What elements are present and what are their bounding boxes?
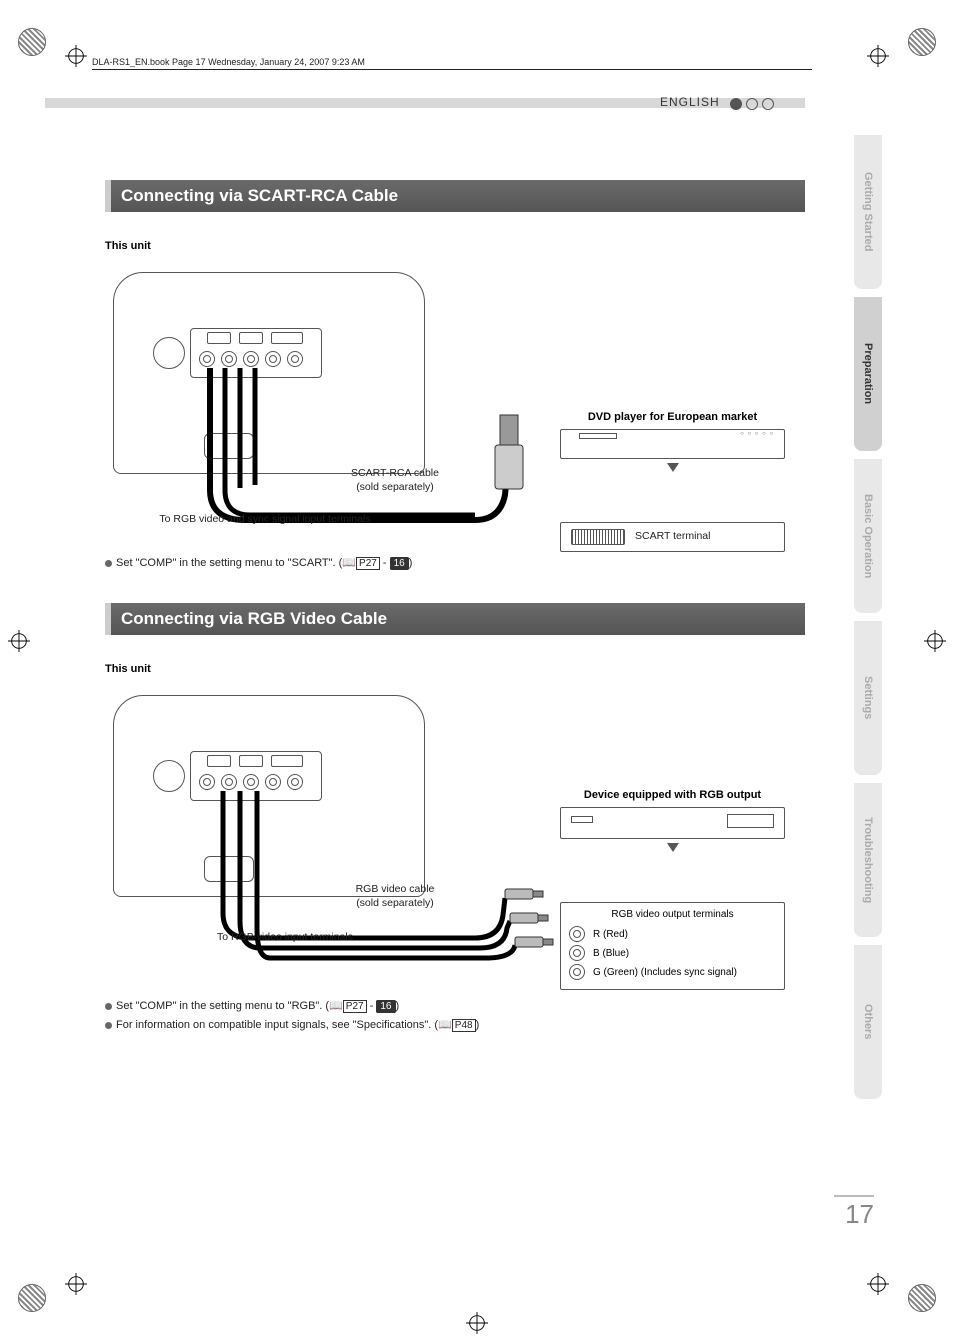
reg-mark: [8, 630, 30, 652]
to-terminals-label-1: To RGB video and sync signal input termi…: [135, 513, 395, 527]
tab-preparation: Preparation: [854, 297, 882, 451]
dvd-player: DVD player for European market SCART ter…: [560, 405, 785, 552]
cable-label-1: SCART-RCA cable(sold separately): [330, 467, 460, 494]
g-label: G (Green) (Includes sync signal): [593, 967, 737, 978]
this-unit-label-1: This unit: [105, 240, 805, 252]
reg-mark: [867, 1273, 889, 1295]
reg-mark: [924, 630, 946, 652]
b-label: B (Blue): [593, 948, 629, 959]
print-mark-tl: [18, 28, 46, 56]
rgb-device-label: Device equipped with RGB output: [560, 789, 785, 801]
diagram-scart: SCART-RCA cable(sold separately) To RGB …: [105, 260, 785, 550]
rgb-back-title: RGB video output terminals: [569, 909, 776, 920]
rgb-back-panel: RGB video output terminals R (Red) B (Bl…: [560, 902, 785, 990]
section-title-scart: Connecting via SCART-RCA Cable: [105, 180, 805, 212]
tab-settings: Settings: [854, 621, 882, 775]
this-unit-label-2: This unit: [105, 663, 805, 675]
tab-getting-started: Getting Started: [854, 135, 882, 289]
section-title-rgb: Connecting via RGB Video Cable: [105, 603, 805, 635]
reg-mark: [65, 45, 87, 67]
print-mark-tr: [908, 28, 936, 56]
print-mark-br: [908, 1284, 936, 1312]
reg-mark: [65, 1273, 87, 1295]
print-mark-bl: [18, 1284, 46, 1312]
scart-terminal-label: SCART terminal: [635, 530, 710, 544]
rgb-note-2: For information on compatible input sign…: [105, 1018, 805, 1031]
print-header: DLA-RS1_EN.book Page 17 Wednesday, Janua…: [92, 57, 812, 70]
reg-mark: [867, 45, 889, 67]
language-label: ENGLISH: [660, 95, 720, 109]
dvd-label: DVD player for European market: [560, 411, 785, 423]
side-tabs: Getting Started Preparation Basic Operat…: [854, 135, 882, 1107]
language-dots: [730, 97, 778, 115]
rgb-device: Device equipped with RGB output RGB vide…: [560, 783, 785, 990]
to-terminals-label-2: To RGB video input terminals: [185, 931, 385, 945]
tab-others: Others: [854, 945, 882, 1099]
diagram-rgb: RGB video cable(sold separately) To RGB …: [105, 683, 785, 993]
cable-label-2: RGB video cable(sold separately): [330, 883, 460, 910]
tab-troubleshooting: Troubleshooting: [854, 783, 882, 937]
r-label: R (Red): [593, 929, 628, 940]
page-number: 17: [834, 1195, 874, 1230]
reg-mark: [466, 1312, 488, 1334]
tab-basic-operation: Basic Operation: [854, 459, 882, 613]
scart-connector-icon: [571, 529, 625, 545]
